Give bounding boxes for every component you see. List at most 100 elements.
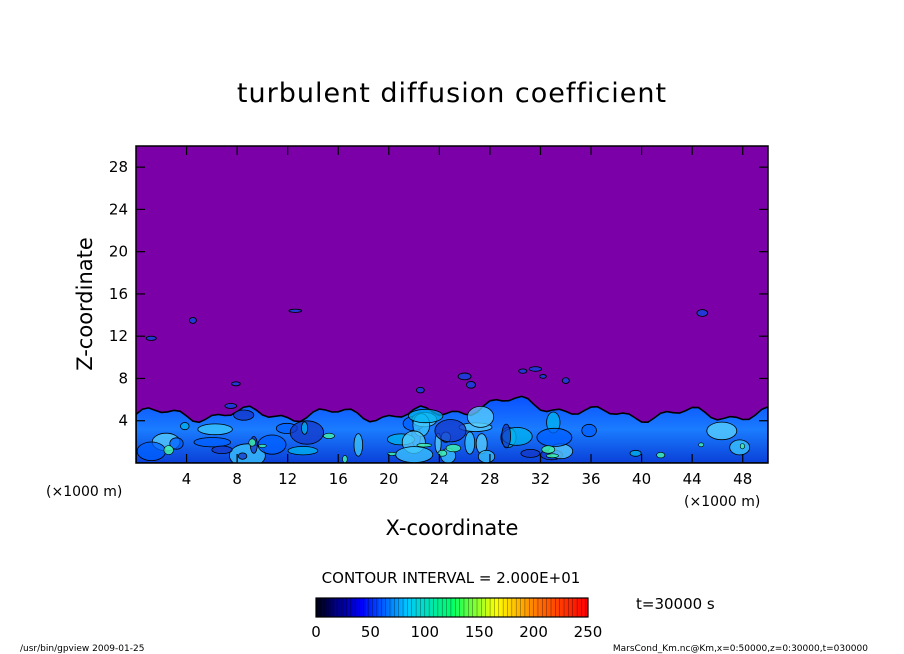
- colorbar-swatch: [533, 598, 537, 617]
- x-tick-label: 16: [329, 470, 348, 488]
- colorbar-swatch: [529, 598, 532, 617]
- colorbar-swatch: [516, 598, 519, 617]
- eddy: [193, 437, 231, 448]
- colorbar-swatch: [583, 598, 587, 617]
- eddy: [477, 450, 496, 463]
- colorbar-swatch: [387, 598, 391, 617]
- colorbar-swatch: [463, 598, 467, 617]
- colorbar-swatch: [531, 598, 534, 617]
- colorbar-swatch: [494, 598, 497, 617]
- colorbar-swatch: [400, 598, 404, 617]
- x-axis: 4 8 12 16 20 24 28 32 36 40 44 48: [182, 146, 752, 488]
- eddy: [729, 439, 751, 456]
- y-tick-label: 12: [109, 327, 128, 345]
- colorbar-swatch: [324, 598, 328, 617]
- eddy: [211, 445, 233, 454]
- colorbar-swatch: [407, 598, 410, 617]
- colorbar-swatch: [326, 598, 330, 617]
- isolated-blob: [457, 372, 472, 381]
- eddy-strong: [698, 442, 704, 448]
- eddy: [169, 437, 184, 450]
- eddy-strong: [323, 432, 335, 439]
- colorbar-swatch: [581, 598, 584, 617]
- contour-interval-label: CONTOUR INTERVAL = 2.000E+01: [322, 569, 581, 587]
- eddy: [706, 421, 738, 441]
- colorbar-swatch: [520, 598, 524, 617]
- colorbar-swatch: [359, 598, 362, 617]
- isolated-blob: [416, 386, 425, 394]
- colorbar-swatch: [535, 598, 539, 617]
- eddy: [233, 409, 255, 421]
- isolated-blob: [696, 309, 709, 317]
- eddy: [257, 434, 287, 455]
- eddy-strong: [387, 451, 397, 456]
- y-tick-label: 28: [109, 158, 128, 176]
- isolated-blob: [145, 335, 157, 341]
- colorbar-swatch: [376, 598, 380, 617]
- colorbar-swatch: [422, 598, 426, 617]
- x-tick-label: 44: [683, 470, 702, 488]
- isolated-blob: [288, 308, 303, 313]
- x-tick-label: 40: [632, 470, 651, 488]
- colorbar-swatch: [572, 598, 576, 617]
- colorbar-swatch: [394, 598, 397, 617]
- footer-right: MarsCond_Km.nc@Km,x=0:50000,z=0:30000,t=…: [613, 644, 868, 654]
- x-tick-label: 28: [480, 470, 499, 488]
- colorbar-swatch: [339, 598, 343, 617]
- colorbar-swatch: [368, 598, 371, 617]
- colorbar-swatch: [579, 598, 582, 617]
- eddy: [434, 419, 467, 443]
- colorbar-swatch: [485, 598, 489, 617]
- eddy: [466, 405, 495, 428]
- eddy: [136, 441, 167, 462]
- colorbar-swatch: [566, 598, 569, 617]
- eddy: [520, 448, 541, 458]
- colorbar-swatch: [457, 598, 460, 617]
- colorbar-swatch: [350, 598, 354, 617]
- colorbar-swatch: [396, 598, 399, 617]
- colorbar-swatch: [498, 598, 502, 617]
- colorbar-swatch: [379, 598, 382, 617]
- eddy-strong: [546, 453, 559, 459]
- colorbar-swatch: [318, 598, 321, 617]
- colorbar-swatch: [435, 598, 439, 617]
- colorbar-swatch: [453, 598, 456, 617]
- eddy: [408, 408, 444, 424]
- colorbar-swatch: [509, 598, 513, 617]
- isolated-blob: [539, 374, 547, 379]
- colorbar-swatch: [385, 598, 389, 617]
- x-unit-left: (×1000 m): [46, 484, 122, 500]
- x-tick-label: 48: [733, 470, 752, 488]
- colorbar-swatch: [514, 598, 517, 617]
- y-tick-label: 8: [118, 369, 128, 387]
- y-tick-label: 20: [109, 243, 128, 261]
- colorbar-swatch: [564, 598, 567, 617]
- x-tick-label: 36: [581, 470, 600, 488]
- colorbar-swatch: [426, 598, 430, 617]
- colorbar-swatch: [437, 598, 441, 617]
- colorbar-swatch: [346, 598, 349, 617]
- colorbar-swatch: [440, 598, 443, 617]
- colorbar-swatch: [492, 598, 495, 617]
- colorbar-swatch: [420, 598, 423, 617]
- colorbar-swatch: [544, 598, 547, 617]
- colorbar-swatch: [320, 598, 323, 617]
- x-unit-right: (×1000 m): [684, 494, 760, 510]
- colorbar-swatch: [331, 598, 334, 617]
- colorbar-swatch: [505, 598, 508, 617]
- colorbar-swatch: [483, 598, 487, 617]
- eddy-strong: [656, 452, 666, 459]
- colorbar-frame: [315, 597, 589, 618]
- plot-area: [136, 146, 768, 463]
- colorbar-swatch: [381, 598, 384, 617]
- y-tick-label: 24: [109, 200, 128, 218]
- colorbar-swatch: [357, 598, 360, 617]
- colorbar-swatch: [337, 598, 341, 617]
- colorbar-swatch: [348, 598, 352, 617]
- eddy: [581, 423, 597, 438]
- colorbar-swatch: [568, 598, 571, 617]
- colorbar-swatch: [361, 598, 365, 617]
- colorbar-swatch: [487, 598, 491, 617]
- eddy: [536, 427, 573, 447]
- eddy: [180, 422, 190, 431]
